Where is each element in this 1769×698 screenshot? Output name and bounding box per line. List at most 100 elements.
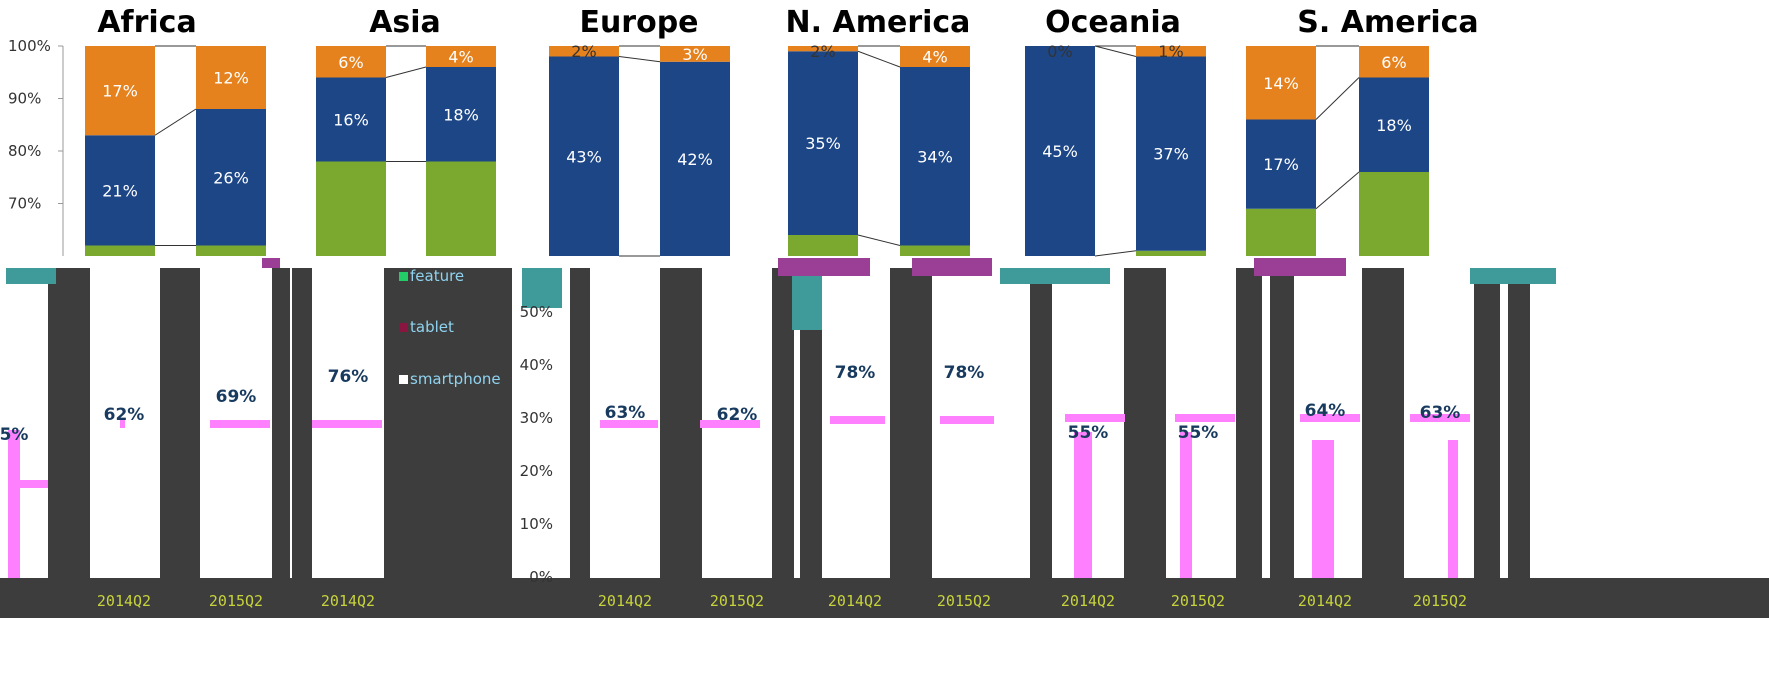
bar-segment-smartphone (1136, 46, 1206, 57)
bar-segment-smartphone (1359, 46, 1429, 78)
bottom-data-label: 55% (1178, 423, 1219, 443)
pink-accent (1410, 414, 1470, 422)
bottom-data-label: 55% (1068, 423, 1109, 443)
pink-accent (1300, 414, 1360, 422)
pink-accent (940, 416, 994, 424)
purple-accent (262, 258, 280, 268)
pink-accent-column (1074, 432, 1092, 578)
legend-label-feature: feature (410, 267, 464, 285)
pink-accent-column (8, 430, 20, 578)
x-tick-label: 2015Q2 (1413, 592, 1467, 610)
panel-title: S. America (1297, 5, 1478, 40)
x-tick-label: 2015Q2 (1171, 592, 1225, 610)
data-label-smartphone: 6% (338, 53, 363, 72)
lower-background (0, 268, 1769, 618)
bar-segment-smartphone (900, 46, 970, 67)
data-label-tablet: 34% (917, 147, 953, 166)
bar-segment-smartphone (85, 46, 155, 136)
connector-line (1094, 250, 1137, 257)
connector-line (1315, 77, 1360, 120)
dark-column (1508, 268, 1530, 578)
lower-region (0, 258, 1769, 618)
data-label-smartphone: 6% (1381, 53, 1406, 72)
dark-column (890, 268, 932, 578)
teal-accent (1470, 268, 1556, 284)
bottom-data-label: 63% (605, 403, 646, 423)
panel-title: Asia (369, 5, 441, 40)
bottom-data-label: 64% (1305, 401, 1346, 421)
y-tick-label-lower: 50% (520, 303, 553, 321)
dark-column (570, 268, 590, 578)
dark-column (1124, 268, 1166, 578)
pink-accent (8, 480, 48, 488)
data-label-tablet: 37% (1153, 145, 1189, 164)
bar-segment-tablet (788, 51, 858, 235)
data-label-smartphone: 1% (1158, 42, 1183, 61)
bar-segment-feature (900, 245, 970, 256)
dark-column (384, 268, 512, 578)
pink-accent-column (1312, 440, 1334, 578)
y-tick-label: 80% (8, 142, 41, 160)
data-label-tablet: 17% (1263, 155, 1299, 174)
bar-segment-feature (426, 161, 496, 256)
data-label-tablet: 42% (677, 150, 713, 169)
bar-segment-smartphone (426, 46, 496, 67)
panel-title: Europe (579, 5, 698, 40)
bar-segment-smartphone (660, 46, 730, 62)
bar-segment-tablet (1246, 119, 1316, 209)
bar-segment-tablet (426, 67, 496, 162)
data-label-smartphone: 0% (1047, 42, 1072, 61)
bottom-data-label: 63% (1420, 403, 1461, 423)
purple-accent (912, 258, 992, 276)
panel-title: Africa (97, 5, 196, 40)
x-tick-label: 2014Q2 (1061, 592, 1115, 610)
legend-swatch (399, 272, 408, 281)
purple-accent (1254, 258, 1346, 276)
bar-segment-tablet (1136, 56, 1206, 251)
bar-segment-tablet (196, 109, 266, 246)
pink-accent (120, 420, 125, 428)
bar-segment-feature (1359, 172, 1429, 256)
pink-accent (1175, 414, 1235, 422)
bar-segment-tablet (316, 77, 386, 162)
connector-line (1094, 45, 1137, 57)
panel-title: Oceania (1045, 5, 1181, 40)
x-tick-label: 2014Q2 (828, 592, 882, 610)
bottom-data-label: 76% (328, 367, 369, 387)
x-tick-label: 2015Q2 (209, 592, 263, 610)
bottom-data-label: 69% (216, 387, 257, 407)
y-tick-label-lower: 30% (520, 409, 553, 427)
bottom-data-label: 5% (0, 425, 28, 445)
pink-accent (312, 420, 382, 428)
bottom-data-label: 62% (717, 405, 758, 425)
bar-segment-feature (196, 245, 266, 256)
x-tick-label: 2015Q2 (710, 592, 764, 610)
pink-accent-column (1180, 432, 1192, 578)
connector-line (618, 56, 661, 63)
bar-segment-smartphone (316, 46, 386, 78)
connector-line (154, 108, 197, 136)
bar-segment-smartphone (196, 46, 266, 109)
data-label-smartphone: 4% (448, 48, 473, 67)
dark-column (1270, 268, 1294, 578)
pink-accent (600, 420, 658, 428)
x-tick-label: 2014Q2 (1298, 592, 1352, 610)
x-tick-label: 2014Q2 (598, 592, 652, 610)
dark-column (800, 268, 822, 578)
pink-accent (700, 420, 760, 428)
data-label-smartphone: 2% (810, 42, 835, 61)
data-label-tablet: 21% (102, 181, 138, 200)
teal-accent (522, 268, 562, 308)
data-label-smartphone: 3% (682, 45, 707, 64)
connector-line (385, 66, 427, 78)
dark-column (772, 268, 794, 578)
data-label-smartphone: 2% (571, 42, 596, 61)
bar-segment-feature (788, 235, 858, 256)
data-label-tablet: 43% (566, 147, 602, 166)
data-label-tablet: 26% (213, 168, 249, 187)
bar-segment-tablet (549, 56, 619, 256)
legend-swatch (399, 375, 408, 384)
pink-accent (1065, 414, 1125, 422)
legend-label-tablet: tablet (410, 318, 454, 336)
